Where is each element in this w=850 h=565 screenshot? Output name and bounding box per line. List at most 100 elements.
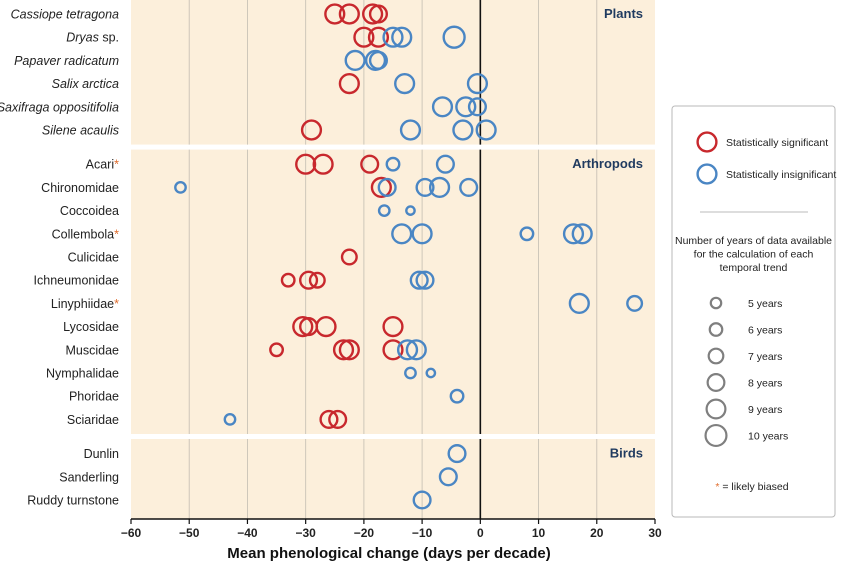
data-point — [412, 490, 432, 510]
taxon-label: Muscidae — [66, 343, 120, 357]
legend-size-label: 10 years — [748, 431, 788, 443]
data-point — [368, 4, 388, 24]
data-point — [415, 177, 435, 197]
taxon-label: Coccoidea — [60, 204, 119, 218]
data-point — [338, 3, 360, 25]
data-point — [455, 96, 477, 118]
panel-plants — [131, 0, 655, 145]
legend-size-label: 7 years — [748, 351, 782, 363]
data-point — [362, 3, 384, 25]
data-point — [340, 248, 358, 266]
taxon-label: Saxifraga oppositifolia — [0, 100, 119, 114]
data-point — [338, 339, 360, 361]
data-point — [332, 339, 355, 361]
taxon-label: Phoridae — [69, 390, 119, 404]
legend-size-marker — [709, 296, 723, 310]
data-point — [174, 180, 187, 194]
legend-insignificant-marker — [696, 163, 718, 185]
data-point — [353, 26, 375, 48]
data-point — [364, 49, 387, 71]
data-point — [299, 270, 319, 290]
data-point — [447, 444, 467, 464]
data-point — [428, 176, 451, 198]
legend-size-marker — [708, 322, 724, 337]
data-point — [312, 153, 334, 175]
legend-size-title: Number of years of data available — [675, 235, 832, 247]
data-point — [315, 316, 337, 338]
data-point — [377, 204, 391, 218]
data-point — [385, 156, 401, 172]
legend-insignificant-label: Statistically insignificant — [726, 169, 836, 181]
group-titles: Plants Arthropods Birds — [572, 6, 643, 461]
taxon-label: Papaver radicatum — [14, 54, 119, 68]
taxon-label: Silene acaulis — [42, 124, 119, 138]
data-point — [324, 3, 346, 25]
data-point — [295, 153, 317, 175]
data-point — [394, 72, 416, 95]
legend-size-marker — [707, 347, 725, 365]
taxon-label: Culicidae — [68, 251, 119, 265]
legend-size-marker — [704, 423, 728, 448]
data-point — [391, 26, 413, 48]
data-point — [382, 316, 404, 338]
data-point — [435, 154, 455, 174]
data-point — [308, 271, 326, 289]
taxon-label: Dunlin — [84, 447, 119, 461]
data-point — [368, 50, 388, 70]
data-point — [425, 367, 437, 379]
x-tick-label: −60 — [121, 526, 142, 540]
x-tick-label: −50 — [179, 526, 200, 540]
data-point — [571, 223, 593, 245]
data-point — [382, 26, 404, 48]
data-point — [344, 49, 366, 71]
panel-birds — [131, 439, 655, 519]
grid-lines — [188, 0, 598, 519]
data-point — [280, 272, 296, 288]
legend-size-title: for the calculation of each — [694, 249, 814, 261]
data-point — [475, 119, 497, 141]
data-point — [338, 72, 360, 95]
x-tick-label: −40 — [237, 526, 258, 540]
taxon-label: Nymphalidae — [46, 367, 119, 381]
taxon-label: Sciaridae — [67, 413, 119, 427]
data-point — [223, 412, 237, 426]
taxon-label: Ruddy turnstone — [27, 494, 119, 508]
data-point — [391, 223, 413, 245]
x-tick-label: −30 — [295, 526, 316, 540]
data-point — [626, 294, 644, 312]
data-point — [519, 226, 535, 242]
legend-biased-note: * = likely biased — [715, 481, 788, 493]
x-tick-label: 30 — [648, 526, 662, 540]
data-point — [382, 339, 404, 361]
legend-significant-marker — [696, 131, 718, 153]
data-point — [300, 119, 323, 141]
data-point — [452, 119, 474, 141]
legend-significant-label: Statistically significant — [726, 137, 828, 149]
legend-box — [671, 105, 836, 518]
data-point — [367, 26, 390, 48]
panel-arthropods — [131, 149, 655, 434]
legend: Statistically significant Statistically i… — [671, 105, 836, 518]
data-point — [562, 223, 585, 245]
data-point — [405, 339, 427, 361]
data-point — [568, 292, 590, 314]
group-panels — [131, 0, 655, 519]
taxon-label: Chironomidae — [41, 181, 119, 195]
x-tick-label: 0 — [477, 526, 484, 540]
taxon-label: Lycosidae — [63, 320, 119, 334]
legend-size-label: 5 years — [748, 298, 782, 310]
data-point — [405, 205, 416, 216]
data-point — [319, 409, 339, 429]
data-point — [415, 270, 435, 290]
taxon-label: Collembola* — [52, 227, 120, 241]
legend-size-label: 6 years — [748, 325, 782, 337]
taxon-label: Ichneumonidae — [34, 274, 120, 288]
legend-size-label: 9 years — [748, 404, 782, 416]
data-point — [409, 270, 429, 290]
taxon-label: Dryas sp. — [66, 31, 119, 45]
data-point — [467, 97, 487, 117]
x-tick-label: −20 — [354, 526, 375, 540]
data-point — [431, 96, 454, 118]
taxon-label: Salix arctica — [52, 77, 119, 91]
